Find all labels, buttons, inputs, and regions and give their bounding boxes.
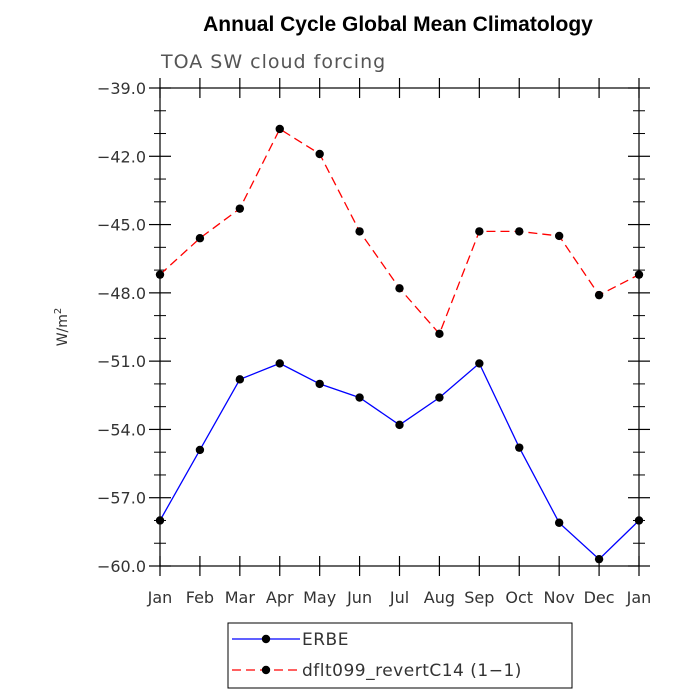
y-tick-label: −48.0 [97, 284, 146, 303]
series-2-point [435, 329, 444, 339]
x-tick-label: Jun [346, 588, 372, 607]
legend: ERBE dflt099_revertC14 (1−1) [227, 622, 573, 689]
series-2-point [155, 270, 165, 279]
series-2-point [195, 234, 205, 243]
x-tick-label: May [303, 588, 336, 607]
series-1-point [195, 445, 205, 455]
y-tick-label: −54.0 [97, 420, 146, 439]
series-2-point [634, 270, 644, 279]
x-tick-label: Dec [584, 588, 615, 607]
x-tick-label: Mar [225, 588, 256, 607]
series-layer [155, 124, 644, 564]
y-tick-label: −57.0 [97, 489, 146, 508]
x-tick-label: Aug [424, 588, 455, 607]
series-1-point [235, 375, 245, 384]
y-tick-label: −39.0 [97, 79, 146, 98]
series-2-point [235, 204, 245, 213]
x-tick-label: Apr [266, 588, 294, 607]
series-1-point [515, 443, 524, 452]
y-tick-label: −51.0 [97, 352, 146, 371]
y-axis-label: W/m2 [53, 308, 71, 347]
legend-label-1: ERBE [302, 630, 349, 650]
x-tick-label: Jan [147, 588, 173, 607]
y-axis-label-superscript: 2 [53, 308, 64, 314]
series-1-point [275, 359, 284, 368]
y-tick-label: −42.0 [97, 147, 146, 166]
series-1-point [634, 516, 644, 525]
series-2-point [515, 227, 524, 236]
legend-box [227, 622, 573, 689]
series-2-point [315, 149, 324, 159]
series-1-point [554, 518, 564, 527]
chart-title: Annual Cycle Global Mean Climatology [203, 13, 593, 36]
series-line-1 [159, 362, 640, 561]
series-2-point [554, 231, 564, 241]
y-axis-label-text: W/m [55, 314, 71, 346]
legend-marker-1 [261, 634, 271, 644]
series-1-point [355, 393, 364, 402]
x-tick-label: Jul [389, 588, 409, 607]
y-tick-labels: −39.0 −42.0 −45.0 −48.0 −51.0 −54.0 −57.0 −60.0 [97, 79, 146, 576]
series-2-point [275, 124, 284, 134]
series-1-point [315, 379, 324, 389]
legend-marker-2 [261, 665, 271, 675]
series-2-point [395, 284, 404, 293]
series-1-point [435, 393, 444, 402]
x-tick-label: Oct [505, 588, 533, 607]
series-1-point [475, 359, 484, 368]
x-tick-label: Feb [186, 588, 214, 607]
chart-subtitle: TOA SW cloud forcing [160, 51, 386, 73]
series-line-2 [159, 128, 640, 336]
x-tick-label: Nov [544, 588, 575, 607]
x-tick-label: Jan [626, 588, 652, 607]
axis-ticks [149, 78, 650, 576]
series-2-point [594, 290, 604, 300]
series-2-point [475, 227, 484, 236]
series-2-point [355, 227, 364, 236]
legend-items: ERBE dflt099_revertC14 (1−1) [232, 630, 522, 681]
plot-frame [159, 87, 640, 567]
x-tick-label: Sep [464, 588, 494, 607]
y-tick-label: −60.0 [97, 557, 146, 576]
series-1-point [395, 420, 404, 430]
series-1-point [155, 516, 165, 525]
series-1-point [594, 554, 604, 564]
legend-label-2: dflt099_revertC14 (1−1) [302, 661, 522, 681]
x-tick-labels: Jan Feb Mar Apr May Jun Jul Aug Sep Oct Nov Dec Jan [147, 588, 652, 607]
y-tick-label: −45.0 [97, 216, 146, 235]
